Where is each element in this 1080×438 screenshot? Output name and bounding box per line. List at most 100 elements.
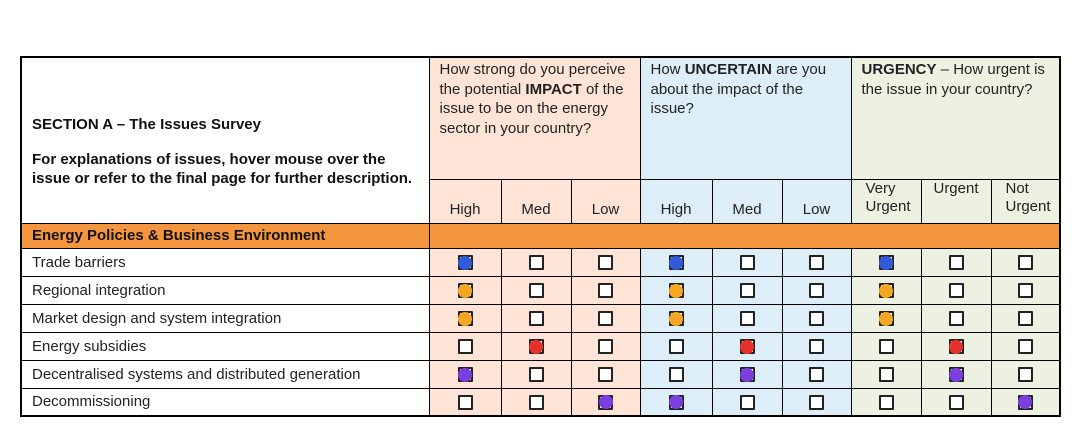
uncertain-low-checkbox[interactable] bbox=[809, 255, 824, 271]
uncertain-low-checkbox[interactable] bbox=[809, 367, 824, 383]
uncertain-col-med: Med bbox=[711, 178, 783, 224]
uncertain-med-checkbox[interactable] bbox=[739, 394, 755, 410]
urgency-not-urgent-cell bbox=[990, 247, 1061, 277]
urgency-not-urgent-checkbox[interactable] bbox=[1017, 255, 1033, 271]
uncertain-low-checkbox[interactable] bbox=[809, 311, 824, 327]
impact-med-checkbox[interactable] bbox=[528, 367, 544, 383]
urgency-very-urgent-checkbox[interactable] bbox=[878, 255, 894, 271]
urgency-very-urgent-checkbox[interactable] bbox=[878, 367, 894, 383]
urgency-very-urgent-checkbox[interactable] bbox=[878, 283, 894, 299]
impact-high-cell bbox=[428, 303, 502, 333]
uncertain-high-checkbox[interactable] bbox=[668, 311, 684, 327]
impact-high-cell bbox=[428, 275, 502, 305]
urgency-not-urgent-checkbox[interactable] bbox=[1017, 283, 1033, 299]
issue-label[interactable]: Energy subsidies bbox=[20, 331, 430, 361]
impact-high-cell bbox=[428, 387, 502, 417]
impact-med-cell bbox=[500, 331, 572, 361]
issue-row: Trade barriers bbox=[20, 247, 1061, 277]
uncertain-med-checkbox[interactable] bbox=[739, 339, 755, 355]
selection-mark bbox=[1018, 395, 1033, 410]
impact-med-cell bbox=[500, 247, 572, 277]
impact-med-cell bbox=[500, 387, 572, 417]
impact-high-checkbox[interactable] bbox=[457, 367, 473, 383]
urgency-question-post: – How urgent is the issue in your countr… bbox=[861, 61, 1045, 98]
urgency-col-not-urgent: Not Urgent bbox=[990, 178, 1061, 224]
urgency-not-urgent-checkbox[interactable] bbox=[1017, 367, 1033, 383]
impact-low-checkbox[interactable] bbox=[598, 339, 613, 355]
selection-mark bbox=[949, 367, 963, 382]
issue-label[interactable]: Market design and system integration bbox=[20, 303, 430, 333]
section-heading: SECTION A – The Issues Survey bbox=[32, 116, 261, 133]
urgency-not-urgent-checkbox[interactable] bbox=[1017, 311, 1033, 327]
impact-high-checkbox[interactable] bbox=[457, 283, 473, 299]
urgency-very-urgent-checkbox[interactable] bbox=[878, 394, 894, 410]
impact-med-checkbox[interactable] bbox=[528, 394, 544, 410]
selection-mark bbox=[879, 255, 893, 270]
impact-high-checkbox[interactable] bbox=[457, 339, 473, 355]
urgency-not-urgent-checkbox[interactable] bbox=[1017, 394, 1033, 410]
uncertain-med-cell bbox=[711, 359, 783, 389]
urgency-very-urgent-cell bbox=[850, 275, 922, 305]
urgency-urgent-checkbox[interactable] bbox=[948, 367, 964, 383]
uncertainty-question-key: UNCERTAIN bbox=[684, 61, 772, 78]
uncertain-high-checkbox[interactable] bbox=[668, 339, 684, 355]
selection-mark bbox=[740, 339, 754, 354]
uncertain-low-cell bbox=[781, 247, 852, 277]
impact-question-pre: How strong do you perceive the potential bbox=[439, 61, 626, 98]
instructions-text: For explanations of issues, hover mouse … bbox=[32, 151, 413, 187]
impact-med-checkbox[interactable] bbox=[528, 283, 544, 299]
impact-question: How strong do you perceive the potential… bbox=[428, 56, 641, 180]
urgency-urgent-checkbox[interactable] bbox=[948, 255, 964, 271]
urgency-very-urgent-checkbox[interactable] bbox=[878, 339, 894, 355]
impact-low-checkbox[interactable] bbox=[598, 311, 613, 327]
issue-label[interactable]: Decommissioning bbox=[20, 387, 430, 417]
survey-intro-cell: SECTION A – The Issues Survey For explan… bbox=[20, 56, 430, 224]
issue-label[interactable]: Trade barriers bbox=[20, 247, 430, 277]
impact-question-key: IMPACT bbox=[525, 80, 582, 98]
impact-col-med: Med bbox=[500, 178, 572, 224]
issue-label[interactable]: Regional integration bbox=[20, 275, 430, 305]
impact-low-checkbox[interactable] bbox=[598, 367, 613, 383]
uncertain-low-cell bbox=[781, 303, 852, 333]
impact-med-checkbox[interactable] bbox=[528, 255, 544, 271]
impact-med-cell bbox=[500, 275, 572, 305]
issue-label[interactable]: Decentralised systems and distributed ge… bbox=[20, 359, 430, 389]
uncertain-med-checkbox[interactable] bbox=[739, 367, 755, 383]
urgency-urgent-cell bbox=[920, 247, 992, 277]
impact-med-checkbox[interactable] bbox=[528, 339, 544, 355]
urgency-urgent-checkbox[interactable] bbox=[948, 339, 964, 355]
uncertain-high-cell bbox=[639, 387, 713, 417]
urgency-urgent-checkbox[interactable] bbox=[948, 311, 964, 327]
impact-med-checkbox[interactable] bbox=[528, 311, 544, 327]
selection-mark bbox=[598, 395, 613, 410]
uncertain-high-checkbox[interactable] bbox=[668, 367, 684, 383]
uncertain-low-checkbox[interactable] bbox=[809, 394, 824, 410]
uncertain-low-checkbox[interactable] bbox=[809, 283, 824, 299]
uncertainty-question: How UNCERTAIN are you about the impact o… bbox=[639, 56, 852, 180]
uncertain-col-high: High bbox=[639, 178, 713, 224]
selection-mark bbox=[669, 255, 683, 270]
impact-low-checkbox[interactable] bbox=[598, 255, 613, 271]
impact-high-checkbox[interactable] bbox=[457, 255, 473, 271]
impact-high-cell bbox=[428, 331, 502, 361]
urgency-urgent-checkbox[interactable] bbox=[948, 283, 964, 299]
impact-high-checkbox[interactable] bbox=[457, 311, 473, 327]
uncertain-high-checkbox[interactable] bbox=[668, 394, 684, 410]
impact-low-checkbox[interactable] bbox=[598, 283, 613, 299]
uncertain-low-checkbox[interactable] bbox=[809, 339, 824, 355]
uncertain-med-checkbox[interactable] bbox=[739, 283, 755, 299]
selection-mark bbox=[458, 367, 472, 382]
urgency-not-urgent-checkbox[interactable] bbox=[1017, 339, 1033, 355]
impact-low-checkbox[interactable] bbox=[598, 394, 613, 410]
urgency-very-urgent-checkbox[interactable] bbox=[878, 311, 894, 327]
impact-high-checkbox[interactable] bbox=[457, 394, 473, 410]
uncertain-high-checkbox[interactable] bbox=[668, 283, 684, 299]
uncertain-high-checkbox[interactable] bbox=[668, 255, 684, 271]
uncertain-med-checkbox[interactable] bbox=[739, 255, 755, 271]
uncertain-med-cell bbox=[711, 387, 783, 417]
urgency-urgent-checkbox[interactable] bbox=[948, 394, 964, 410]
uncertain-col-low: Low bbox=[781, 178, 852, 224]
uncertain-med-checkbox[interactable] bbox=[739, 311, 755, 327]
urgency-very-urgent-cell bbox=[850, 247, 922, 277]
urgency-very-urgent-cell bbox=[850, 303, 922, 333]
